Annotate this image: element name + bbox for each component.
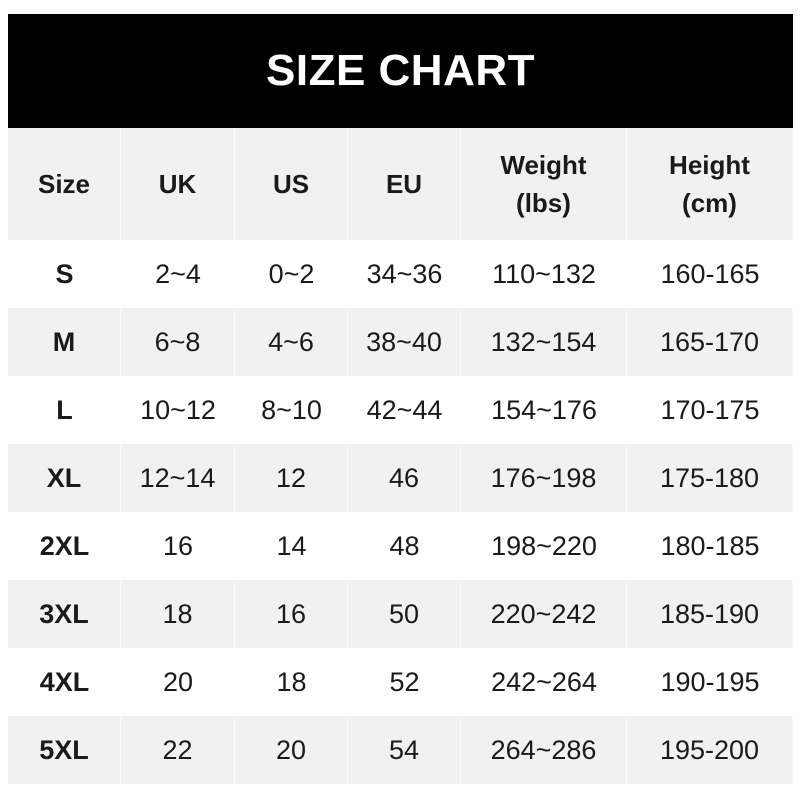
table-row: XL 12~14 12 46 176~198 175-180 [8,444,793,512]
cell-size: L [56,394,73,425]
cell-size: 4XL [39,666,90,697]
cell-eu: 42~44 [366,394,443,425]
cell-height: 170-175 [660,394,760,425]
column-header-text: UK [158,169,197,199]
column-header-height: Height (cm) [627,128,793,240]
cell-us: 18 [276,666,307,697]
cell-uk: 12~14 [121,444,235,512]
cell-weight: 220~242 [461,580,627,648]
cell-us: 20 [235,716,348,784]
cell-weight: 110~132 [492,258,596,289]
cell-height: 165-170 [627,308,793,376]
cell-weight: 154~176 [491,394,597,425]
table-row: 2XL 16 14 48 198~220 180-185 [8,512,793,580]
cell-uk: 10~12 [140,394,216,425]
cell-eu: 48 [389,530,420,561]
cell-uk: 6~8 [121,308,235,376]
header-row: Size UK US EU Weight (lbs) Height (cm) [8,128,793,240]
column-header-text: EU [385,169,423,199]
cell-size: 5XL [8,716,121,784]
cell-height: 185-190 [627,580,793,648]
cell-us: 4~6 [235,308,348,376]
column-header-text: (lbs) [516,188,571,218]
table-row: 5XL 22 20 54 264~286 195-200 [8,716,793,784]
column-header-text: Size [37,169,91,199]
cell-weight: 176~198 [461,444,627,512]
cell-eu: 38~40 [348,308,461,376]
column-header-text: Height [669,150,750,180]
cell-height: 190-195 [660,666,760,697]
cell-uk: 20 [162,666,194,697]
table-row: S 2~4 0~2 34~36 110~132 160-165 [8,240,793,308]
cell-us: 14 [276,530,307,561]
title-banner: SIZE CHART [8,14,793,128]
column-header-us: US [235,128,348,240]
table-row: M 6~8 4~6 38~40 132~154 165-170 [8,308,793,376]
cell-size: 3XL [8,580,121,648]
cell-uk: 18 [121,580,235,648]
cell-weight: 264~286 [461,716,627,784]
column-header-uk: UK [121,128,235,240]
page-title: SIZE CHART [266,46,535,95]
cell-us: 16 [235,580,348,648]
column-header-size: Size [8,128,121,240]
cell-eu: 52 [389,666,420,697]
cell-weight: 132~154 [461,308,627,376]
cell-us: 0~2 [268,258,315,289]
cell-height: 180-185 [660,530,760,561]
table-row: 4XL 20 18 52 242~264 190-195 [8,648,793,716]
table-row: 3XL 18 16 50 220~242 185-190 [8,580,793,648]
cell-height: 195-200 [627,716,793,784]
cell-size: 2XL [39,530,90,561]
cell-height: 160-165 [660,258,760,289]
column-header-text: (cm) [682,188,737,218]
cell-eu: 34~36 [366,258,443,289]
cell-size: S [55,258,74,289]
cell-eu: 54 [348,716,461,784]
cell-eu: 46 [348,444,461,512]
cell-size: XL [8,444,121,512]
column-header-text: US [272,169,310,199]
cell-us: 12 [235,444,348,512]
cell-uk: 2~4 [155,258,201,289]
cell-uk: 22 [121,716,235,784]
column-header-weight: Weight (lbs) [461,128,627,240]
column-header-eu: EU [348,128,461,240]
column-header-text: Weight [500,150,587,180]
cell-weight: 242~264 [491,666,597,697]
cell-eu: 50 [348,580,461,648]
cell-weight: 198~220 [491,530,597,561]
cell-height: 175-180 [627,444,793,512]
table-row: L 10~12 8~10 42~44 154~176 170-175 [8,376,793,444]
cell-uk: 16 [162,530,194,561]
size-chart-table: Size UK US EU Weight (lbs) Height (cm) S 2~4 0~2 3… [8,128,793,784]
cell-size: M [8,308,121,376]
cell-us: 8~10 [261,394,322,425]
